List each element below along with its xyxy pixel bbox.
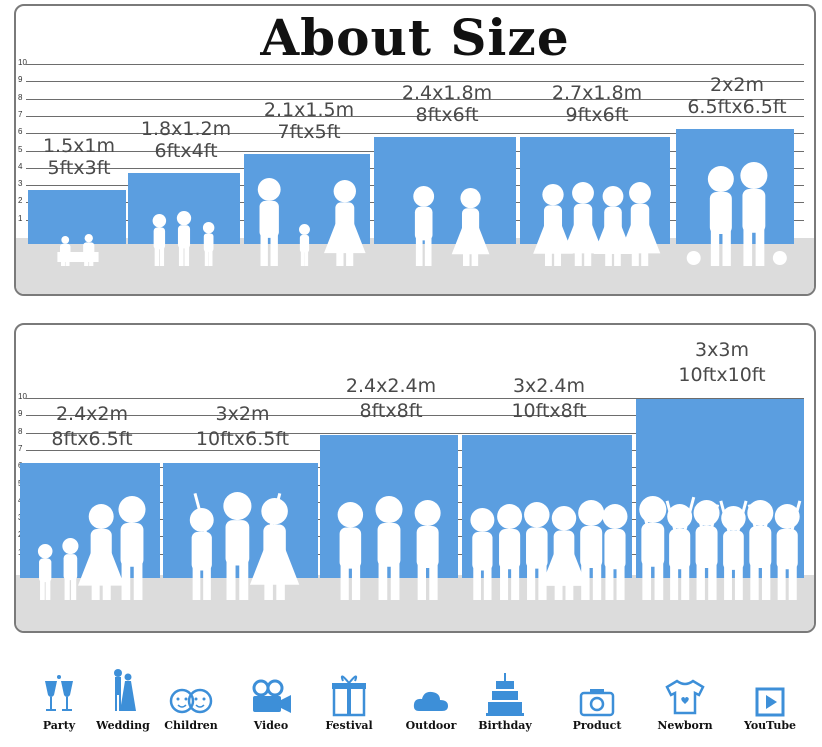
size-imperial-label: 10ftx10ft [678,364,766,386]
silhouette-women-group [520,174,670,271]
backdrop-kids-reading [28,190,126,244]
size-metric-label: 2.7x1.8m [551,82,643,104]
usage-item-children: Children [156,663,226,732]
size-chart-panel-top: About Size 10 9 8 7 6 5 4 3 2 1 1.5x1m 5ftx3ft 1.8x… [14,4,816,296]
usage-label: Outdoor [405,719,457,732]
usage-item-birthday: Birthday [470,663,540,732]
size-imperial-label: 5ftx3ft [47,157,111,179]
usage-item-festival: Festival [314,663,384,732]
scale-tick-label: 8 [18,92,23,102]
silhouette-family-walking [244,174,370,271]
size-imperial-label: 8ftx6.5ft [51,428,133,450]
silhouette-kids-reading [28,214,126,271]
silhouette-family-four [20,488,160,605]
baby-onesie-icon [650,663,720,717]
silhouette-group-of-friends [462,488,632,605]
play-button-icon [735,663,805,717]
usage-label: Children [164,719,218,732]
usage-item-newborn: Newborn [650,663,720,732]
scale-tick-label: 4 [18,161,23,171]
size-metric-label: 1.5x1m [42,135,116,157]
scale-tick-label: 2 [18,196,23,206]
video-camera-icon [236,663,306,717]
silhouette-parents-lifting-child [163,474,318,605]
usage-item-outdoor: Outdoor [396,663,466,732]
silhouette-adults-standing [320,488,458,605]
size-imperial-label: 7ftx5ft [277,121,341,143]
size-imperial-label: 10ftx6.5ft [195,428,290,450]
scale-tick-label: 6 [18,127,23,137]
size-metric-label: 3x2m [215,403,270,425]
size-imperial-label: 6.5ftx6.5ft [687,96,787,118]
page-title: About Size [260,8,570,67]
size-imperial-label: 10ftx8ft [511,400,587,422]
children-faces-icon [156,663,226,717]
usage-item-product: Product [562,663,632,732]
birthday-cake-icon [470,663,540,717]
scale-tick-label: 10 [18,392,27,401]
scale-tick-label: 3 [18,179,23,189]
scale-tick-label: 9 [18,75,23,85]
usage-label: Festival [325,719,373,732]
size-metric-label: 2.1x1.5m [263,99,355,121]
gift-box-icon [314,663,384,717]
size-imperial-label: 8ftx8ft [359,400,423,422]
size-metric-label: 2.4x2.4m [345,375,437,397]
size-metric-label: 2.4x2m [55,403,129,425]
usage-item-party: Party [24,663,94,732]
backdrop-couple-with-pets [676,129,794,244]
usage-label: Party [42,719,76,732]
silhouette-wedding-couple [374,174,516,271]
camera-icon [562,663,632,717]
usage-item-youtube: YouTube [735,663,805,732]
wedding-couple-icon [88,663,158,717]
usage-label: Wedding [96,719,150,732]
floor-strip [16,238,814,294]
scale-tick-label: 7 [18,109,23,119]
scale-tick-label: 5 [18,144,23,154]
usage-item-video: Video [236,663,306,732]
usage-label: Birthday [478,719,532,732]
backdrop-wedding-couple [374,137,516,244]
usage-label: Product [572,719,622,732]
floor-strip [16,575,814,631]
silhouette-graduates-throwing-caps [610,468,814,605]
cheers-glasses-icon [24,663,94,717]
usage-label: Video [253,719,289,732]
size-metric-label: 2x2m [710,74,764,96]
usage-label: YouTube [743,719,797,732]
cloud-icon [396,663,466,717]
silhouette-couple-with-pets [676,156,794,271]
size-imperial-label: 9ftx6ft [565,104,629,126]
size-metric-label: 3x2.4m [512,375,586,397]
size-imperial-label: 8ftx6ft [415,104,479,126]
size-metric-label: 3x3m [695,339,749,361]
usage-icons-row: Party Wedding Children Video Festival Outdoor… [0,655,822,747]
size-metric-label: 1.8x1.2m [140,118,232,140]
usage-item-wedding: Wedding [88,663,158,732]
size-metric-label: 2.4x1.8m [401,82,493,104]
scale-tick-label: 1 [18,213,23,223]
size-imperial-label: 6ftx4ft [154,140,218,162]
usage-label: Newborn [657,719,713,732]
silhouette-children-running [128,204,240,271]
